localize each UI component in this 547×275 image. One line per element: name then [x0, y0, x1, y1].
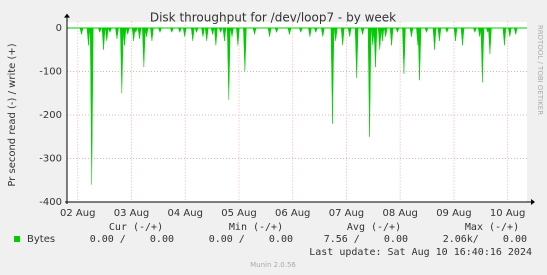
legend-entry: Bytes — [27, 234, 55, 245]
x-tick-label: 09 Aug — [436, 208, 471, 219]
y-tick-label: 0 — [56, 23, 62, 34]
x-tick-label: 10 Aug — [490, 208, 525, 219]
axis-arrow — [64, 13, 70, 18]
stat-header: Max (-/+) — [465, 222, 519, 233]
x-tick-label: 03 Aug — [114, 208, 149, 219]
x-tick-label: 07 Aug — [329, 208, 364, 219]
footer: Munin 2.0.56 — [250, 261, 296, 269]
x-tick-label: 02 Aug — [60, 208, 95, 219]
axis-arrow — [531, 199, 535, 205]
x-tick-label: 05 Aug — [221, 208, 256, 219]
x-tick-label: 04 Aug — [168, 208, 203, 219]
plot-area — [67, 22, 527, 202]
side-text: RRDTOOL / TOBI OETIKER — [536, 25, 544, 115]
stat-value: 7.56 / 0.00 — [324, 234, 408, 245]
legend-swatch — [14, 236, 20, 242]
stat-value: 2.06k/ 0.00 — [443, 234, 527, 245]
x-tick-label: 06 Aug — [275, 208, 310, 219]
stat-header: Avg (-/+) — [347, 222, 401, 233]
stat-header: Cur (-/+) — [109, 222, 163, 233]
y-tick-label: -100 — [39, 67, 62, 78]
stat-value: 0.00 / 0.00 — [90, 234, 174, 245]
x-tick-label: 08 Aug — [382, 208, 417, 219]
stat-value: 0.00 / 0.00 — [209, 234, 293, 245]
y-tick-label: -200 — [39, 110, 62, 121]
last-update: Last update: Sat Aug 10 16:40:16 2024 — [309, 247, 532, 258]
chart-title: Disk throughput for /dev/loop7 - by week — [150, 11, 396, 25]
y-tick-label: -300 — [39, 154, 62, 165]
stat-header: Min (-/+) — [229, 222, 283, 233]
y-tick-label: -400 — [39, 197, 62, 208]
y-axis-label: Pr second read (-) / write (+) — [7, 43, 18, 186]
